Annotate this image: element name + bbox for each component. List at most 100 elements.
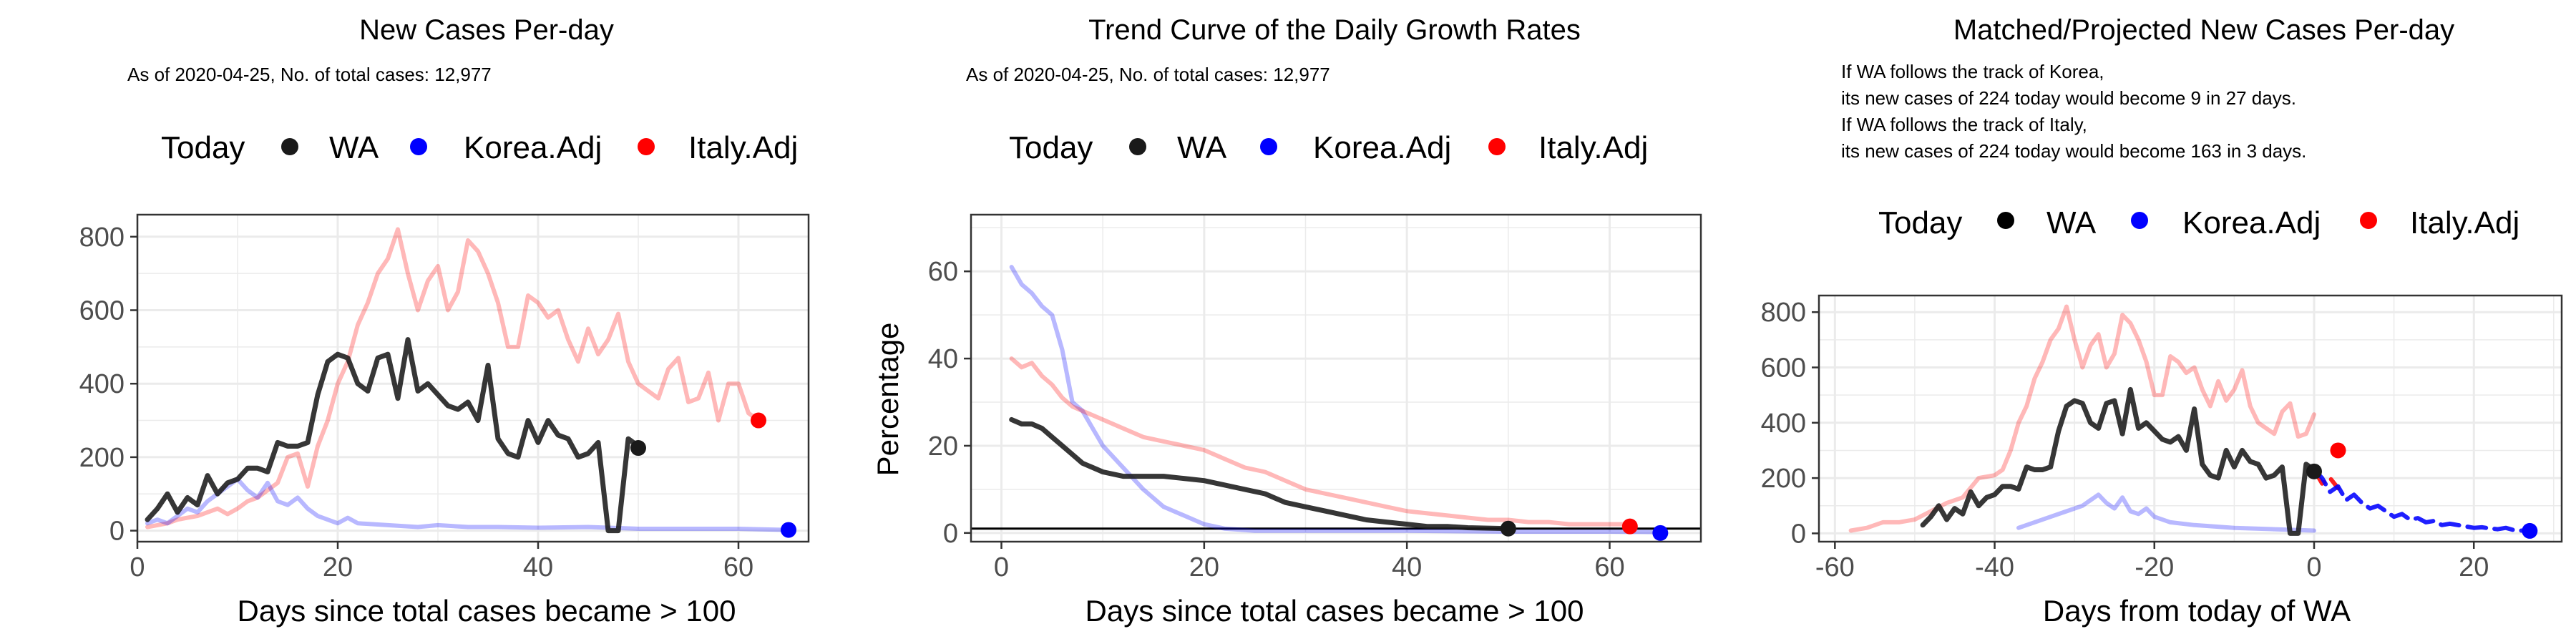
panel-border — [970, 213, 1702, 543]
legend-label-today: Today — [1009, 130, 1093, 165]
chart-subtitle: As of 2020-04-25, No. of total cases: 12… — [127, 64, 492, 85]
x-tick-label: 40 — [523, 552, 553, 582]
legend-key-italy — [2360, 212, 2377, 229]
chart-subtitle-line-2: its new cases of 224 today would become … — [1841, 87, 2296, 109]
today-point-wa — [630, 440, 646, 457]
legend-label-korea: Korea.Adj — [464, 130, 602, 165]
x-tick-label: -40 — [1975, 552, 2014, 582]
series-group — [1848, 304, 2532, 536]
y-tick-label: 800 — [79, 223, 125, 253]
plot-area — [136, 213, 810, 543]
chart-subtitle-line-4: its new cases of 224 today would become … — [1841, 140, 2306, 162]
y-tick-label: 200 — [1761, 464, 1806, 494]
legend-key-korea — [410, 138, 427, 155]
legend-key-wa — [1129, 138, 1146, 155]
y-tick-label: 20 — [928, 431, 958, 462]
legend-label-wa: WA — [329, 130, 379, 165]
legend-label-korea: Korea.Adj — [2182, 205, 2321, 240]
y-tick-label: 600 — [1761, 353, 1806, 383]
legend-key-korea — [2131, 212, 2148, 229]
chart-subtitle-line-1: If WA follows the track of Korea, — [1841, 61, 2104, 82]
legend-key-korea — [1260, 138, 1277, 155]
panel-growth-rates: Trend Curve of the Daily Growth Rates As… — [871, 14, 1702, 628]
series-line-italy-adj — [1009, 356, 1632, 527]
legend-key-italy — [1488, 138, 1506, 155]
x-tick-label: 20 — [1189, 552, 1219, 582]
chart-title: Matched/Projected New Cases Per-day — [1953, 14, 2454, 46]
y-tick-label: 0 — [1791, 519, 1806, 549]
today-point-wa — [2306, 463, 2322, 479]
panel-border — [1818, 294, 2563, 543]
legend-label-today: Today — [161, 130, 245, 165]
y-tick-label: 400 — [79, 369, 125, 399]
chart-subtitle-line-3: If WA follows the track of Italy, — [1841, 114, 2087, 135]
today-point-italy-adj — [751, 412, 766, 429]
legend-label-korea: Korea.Adj — [1313, 130, 1451, 165]
axes: 0 20 40 60 0 20 40 60 — [928, 257, 1625, 582]
x-tick-label: 20 — [2459, 552, 2489, 582]
legend-key-italy — [638, 138, 655, 155]
legend: Today WA Korea.Adj Italy.Adj — [1878, 205, 2519, 240]
series-line-italy-adj — [1848, 304, 2316, 533]
legend-label-wa: WA — [2046, 205, 2097, 240]
x-tick-label: 20 — [323, 552, 353, 582]
y-tick-label: 60 — [928, 257, 958, 287]
today-point-wa — [1500, 520, 1516, 537]
y-tick-label: 600 — [79, 296, 125, 326]
chart-title: Trend Curve of the Daily Growth Rates — [1088, 14, 1581, 46]
series-line-korea-adj — [145, 477, 791, 532]
y-axis-label: Percentage — [871, 323, 904, 477]
x-tick-label: 0 — [130, 552, 145, 582]
series-line-wa — [1009, 416, 1511, 532]
today-point-korea-adj — [1652, 525, 1669, 541]
legend-label-italy: Italy.Adj — [2410, 205, 2519, 240]
series-line-korea-adj — [2016, 492, 2316, 533]
legend: Today WA Korea.Adj Italy.Adj — [161, 130, 798, 165]
today-point-italy-adj — [1621, 518, 1638, 535]
today-point-korea-adj — [2522, 522, 2538, 539]
x-tick-label: 60 — [1594, 552, 1624, 582]
x-axis-label: Days from today of WA — [2043, 594, 2351, 628]
y-tick-label: 0 — [943, 519, 958, 549]
series-line-wa — [145, 337, 641, 534]
legend-label-wa: WA — [1177, 130, 1227, 165]
today-point-italy-adj — [2330, 442, 2346, 459]
x-axis-label: Days since total cases became > 100 — [1085, 594, 1584, 628]
y-tick-label: 200 — [79, 443, 125, 473]
today-point-korea-adj — [781, 522, 796, 538]
legend-key-wa — [281, 138, 298, 155]
x-tick-label: 0 — [2306, 552, 2321, 582]
chart-title: New Cases Per-day — [359, 14, 614, 46]
plot-area — [970, 213, 1702, 543]
y-tick-label: 40 — [928, 344, 958, 374]
series-group — [145, 227, 791, 534]
series-line-wa — [1920, 386, 2317, 536]
series-group — [1009, 265, 1663, 535]
plot-area — [1818, 294, 2563, 543]
series-line-wa-projected-korea — [2312, 467, 2532, 533]
grid — [971, 215, 1701, 542]
panel-new-cases: New Cases Per-day As of 2020-04-25, No. … — [79, 14, 810, 628]
x-tick-label: -60 — [1815, 552, 1855, 582]
chart-subtitle: As of 2020-04-25, No. of total cases: 12… — [966, 64, 1330, 85]
x-tick-label: 40 — [1392, 552, 1422, 582]
legend-label-italy: Italy.Adj — [688, 130, 798, 165]
grid — [137, 215, 809, 542]
series-line-italy-adj — [145, 227, 761, 530]
x-tick-label: 0 — [994, 552, 1009, 582]
y-tick-label: 0 — [109, 517, 125, 547]
y-tick-label: 400 — [1761, 409, 1806, 439]
x-axis-label: Days since total cases became > 100 — [238, 594, 736, 628]
y-tick-label: 800 — [1761, 298, 1806, 328]
legend: Today WA Korea.Adj Italy.Adj — [1009, 130, 1648, 165]
grid — [1819, 296, 2562, 542]
panel-border — [136, 213, 810, 543]
legend-label-today: Today — [1878, 205, 1962, 240]
x-tick-label: -20 — [2135, 552, 2174, 582]
x-tick-label: 60 — [723, 552, 753, 582]
panel-projected-cases: Matched/Projected New Cases Per-day If W… — [1761, 14, 2563, 628]
